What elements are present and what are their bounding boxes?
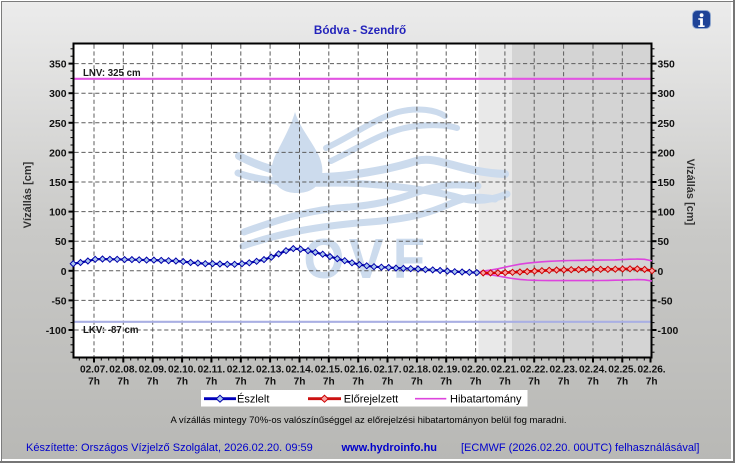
svg-text:7h: 7h: [206, 377, 218, 388]
svg-text:0: 0: [658, 267, 664, 278]
svg-text:Észlelt: Észlelt: [237, 393, 269, 406]
svg-text:02.08.: 02.08.: [109, 365, 137, 376]
svg-text:02.17.: 02.17.: [373, 365, 401, 376]
svg-text:7h: 7h: [235, 377, 247, 388]
svg-text:7h: 7h: [117, 377, 129, 388]
svg-text:-50: -50: [51, 296, 66, 307]
svg-text:LNV: 325 cm: LNV: 325 cm: [83, 68, 141, 79]
svg-text:100: 100: [49, 208, 67, 219]
svg-text:7h: 7h: [499, 377, 511, 388]
svg-text:02.14.: 02.14.: [285, 365, 313, 376]
svg-text:7h: 7h: [440, 377, 452, 388]
svg-text:7h: 7h: [294, 377, 306, 388]
svg-text:7h: 7h: [411, 377, 423, 388]
svg-text:150: 150: [49, 178, 67, 189]
svg-text:OVF: OV F: [304, 226, 425, 291]
svg-text:300: 300: [658, 89, 676, 100]
svg-text:150: 150: [658, 178, 676, 189]
svg-text:-50: -50: [658, 296, 673, 307]
svg-text:02.09.: 02.09.: [139, 365, 167, 376]
svg-text:02.13.: 02.13.: [256, 365, 284, 376]
svg-text:-100: -100: [46, 326, 67, 337]
svg-text:02.07.: 02.07.: [80, 365, 108, 376]
svg-text:02.10.: 02.10.: [168, 365, 196, 376]
svg-text:100: 100: [658, 208, 676, 219]
svg-text:02.11.: 02.11.: [198, 365, 226, 376]
svg-text:7h: 7h: [528, 377, 540, 388]
svg-text:02.16.: 02.16.: [344, 365, 372, 376]
svg-text:A vízállás mintegy 70%-os való: A vízállás mintegy 70%-os valószínűségge…: [170, 415, 566, 426]
svg-text:02.21.: 02.21.: [491, 365, 519, 376]
svg-text:7h: 7h: [323, 377, 335, 388]
svg-text:0: 0: [61, 267, 67, 278]
svg-text:200: 200: [658, 148, 676, 159]
svg-text:7h: 7h: [176, 377, 188, 388]
svg-text:02.12.: 02.12.: [227, 365, 255, 376]
svg-text:200: 200: [49, 148, 67, 159]
svg-text:50: 50: [55, 237, 67, 248]
svg-text:02.19.: 02.19.: [432, 365, 460, 376]
svg-text:Vízállás [cm]: Vízállás [cm]: [22, 161, 34, 228]
svg-text:02.15.: 02.15.: [315, 365, 343, 376]
svg-text:02.25.: 02.25.: [608, 365, 636, 376]
svg-text:[ECMWF (2026.02.20. 00UTC) fel: [ECMWF (2026.02.20. 00UTC) felhasználásá…: [461, 442, 699, 454]
svg-text:02.20.: 02.20.: [462, 365, 490, 376]
svg-text:7h: 7h: [616, 377, 628, 388]
svg-text:7h: 7h: [264, 377, 276, 388]
svg-text:350: 350: [658, 60, 676, 71]
svg-text:7h: 7h: [646, 377, 658, 388]
svg-text:300: 300: [49, 89, 67, 100]
svg-text:02.24.: 02.24.: [579, 365, 607, 376]
svg-text:7h: 7h: [587, 377, 599, 388]
svg-text:Vízállás [cm]: Vízállás [cm]: [684, 159, 696, 226]
svg-text:-100: -100: [658, 326, 679, 337]
svg-text:02.23.: 02.23.: [550, 365, 578, 376]
svg-text:7h: 7h: [147, 377, 159, 388]
svg-text:50: 50: [658, 237, 670, 248]
svg-text:7h: 7h: [558, 377, 570, 388]
svg-text:Hibatartomány: Hibatartomány: [450, 394, 522, 406]
svg-text:Készítette: Országos Vízjelző: Készítette: Országos Vízjelző Szolgálat,…: [26, 442, 313, 454]
svg-text:02.26.: 02.26.: [638, 365, 666, 376]
svg-text:www.hydroinfo.hu: www.hydroinfo.hu: [341, 442, 438, 454]
svg-text:LKV: -87 cm: LKV: -87 cm: [83, 325, 139, 336]
svg-text:02.22.: 02.22.: [520, 365, 548, 376]
svg-text:250: 250: [658, 119, 676, 130]
svg-text:7h: 7h: [470, 377, 482, 388]
svg-text:7h: 7h: [88, 377, 100, 388]
svg-text:250: 250: [49, 119, 67, 130]
svg-text:7h: 7h: [352, 377, 364, 388]
svg-text:02.18.: 02.18.: [403, 365, 431, 376]
svg-text:Előrejelzett: Előrejelzett: [344, 394, 398, 406]
svg-text:350: 350: [49, 60, 67, 71]
svg-text:Bódva - Szendrő: Bódva - Szendrő: [314, 24, 406, 37]
svg-text:7h: 7h: [382, 377, 394, 388]
